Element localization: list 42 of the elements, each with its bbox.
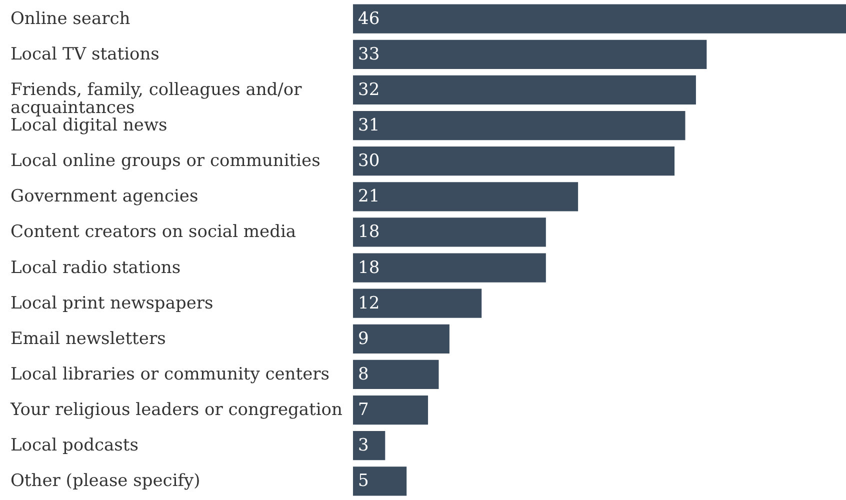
bar bbox=[353, 146, 675, 176]
bar bbox=[353, 182, 578, 212]
data-label: 21 bbox=[358, 186, 380, 207]
data-label: 31 bbox=[358, 116, 380, 136]
y-tick-label: Online search bbox=[10, 8, 130, 29]
bar bbox=[353, 466, 407, 496]
bar bbox=[353, 253, 546, 282]
data-label: 32 bbox=[358, 80, 380, 100]
y-tick-label: Your religious leaders or congregation bbox=[10, 400, 343, 420]
y-tick-label: Local online groups or communities bbox=[10, 151, 320, 172]
bar bbox=[353, 431, 386, 460]
bar bbox=[353, 218, 546, 247]
data-label: 3 bbox=[358, 436, 369, 456]
data-label: 18 bbox=[358, 222, 380, 242]
y-tick-label: Friends, family, colleagues and/or acquaintances bbox=[10, 80, 303, 118]
data-label: 46 bbox=[358, 8, 380, 29]
data-label: 8 bbox=[358, 364, 369, 384]
y-tick-label: Other (please specify) bbox=[10, 471, 200, 492]
bar bbox=[353, 40, 707, 69]
bar bbox=[353, 360, 439, 390]
y-tick-label: Content creators on social media bbox=[10, 222, 296, 242]
y-tick-label: Local podcasts bbox=[10, 436, 138, 456]
bar bbox=[353, 395, 428, 425]
y-tick-label: Government agencies bbox=[10, 186, 198, 207]
data-label: 12 bbox=[358, 293, 380, 314]
bar bbox=[353, 4, 846, 34]
data-label: 9 bbox=[358, 328, 369, 349]
bar bbox=[353, 288, 482, 318]
y-tick-label: Local digital news bbox=[10, 116, 168, 136]
bar bbox=[353, 110, 686, 140]
y-tick-label: Local radio stations bbox=[10, 258, 181, 278]
bar bbox=[353, 324, 450, 354]
y-tick-label: Local libraries or community centers bbox=[10, 364, 330, 384]
y-tick-label: Local TV stations bbox=[10, 44, 160, 64]
data-label: 18 bbox=[358, 258, 380, 278]
y-tick-label: Local print newspapers bbox=[10, 293, 214, 314]
data-label: 33 bbox=[358, 44, 380, 64]
y-tick-label: Email newsletters bbox=[10, 328, 166, 349]
bar bbox=[353, 75, 696, 105]
data-label: 7 bbox=[358, 400, 369, 420]
data-label: 30 bbox=[358, 151, 380, 172]
data-label: 5 bbox=[358, 471, 369, 492]
